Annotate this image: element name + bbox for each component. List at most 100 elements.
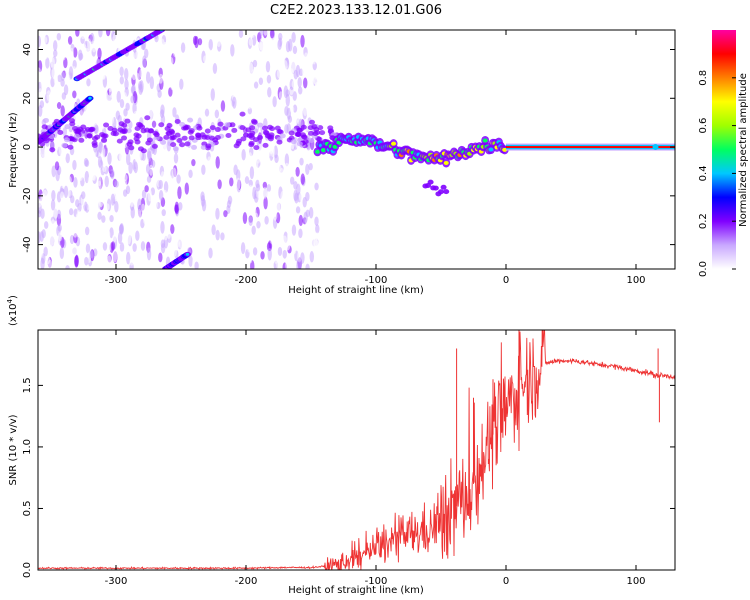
heatmap-cell xyxy=(146,247,152,261)
heatmap-cell xyxy=(53,40,58,51)
heatmap-cell xyxy=(295,38,301,47)
heatmap-cell xyxy=(261,166,267,176)
heatmap-cell xyxy=(312,131,319,137)
heatmap-cell xyxy=(98,141,103,154)
heatmap-cell xyxy=(60,105,65,117)
heatmap-cell xyxy=(50,77,55,88)
heatmap-cell xyxy=(87,175,93,189)
heatmap-cell xyxy=(298,214,304,227)
heatmap-cell xyxy=(289,68,294,77)
heatmap-cell xyxy=(301,86,306,95)
heatmap-cell xyxy=(295,206,301,214)
heatmap-cell xyxy=(210,101,215,109)
heatmap-cell xyxy=(66,251,71,265)
heatmap-cell xyxy=(182,200,187,213)
heatmap-cell xyxy=(50,57,55,69)
heatmap-cell xyxy=(291,32,296,43)
heatmap-cell xyxy=(180,42,186,53)
heatmap-cell xyxy=(252,247,258,256)
heatmap-cell xyxy=(97,156,103,168)
heatmap-cell xyxy=(172,146,179,152)
heatmap-cell xyxy=(289,185,294,196)
heatmap-cell xyxy=(206,48,212,60)
y-tick-label: 40 xyxy=(22,43,33,56)
heatmap-cell xyxy=(305,263,310,269)
heatmap-cell xyxy=(157,89,162,99)
x-tick-label: -300 xyxy=(105,275,128,286)
heatmap-cell xyxy=(160,104,165,116)
heatmap-cell xyxy=(49,244,54,258)
heatmap-cell xyxy=(192,148,197,157)
heatmap-cell xyxy=(502,147,508,152)
heatmap-cell xyxy=(38,171,42,180)
heatmap-cell xyxy=(86,78,91,87)
heatmap-cell xyxy=(80,31,86,40)
heatmap-cell xyxy=(239,111,246,117)
heatmap-cell xyxy=(251,119,258,125)
heatmap-cell xyxy=(178,201,183,211)
heatmap-cell xyxy=(299,49,304,60)
heatmap-cell xyxy=(227,195,233,205)
heatmap-cell xyxy=(216,38,221,48)
heatmap-cell xyxy=(196,125,203,131)
heatmap-cell xyxy=(247,256,253,264)
colorbar-label: Normalized spectral amplitude xyxy=(738,73,749,227)
heatmap-cell xyxy=(147,150,152,162)
heatmap-cell xyxy=(178,160,184,169)
heatmap-cell xyxy=(300,252,305,264)
heatmap-cell xyxy=(260,261,266,269)
heatmap-cell xyxy=(43,52,49,60)
heatmap-cell xyxy=(69,136,76,142)
heatmap-cell xyxy=(266,190,271,201)
heatmap-cell xyxy=(128,145,135,151)
heatmap-cell xyxy=(301,64,307,77)
spectrogram-x-label: Height of straight line (km) xyxy=(288,285,424,296)
heatmap-cell xyxy=(307,36,313,45)
heatmap-cell xyxy=(175,239,180,248)
heatmap-cell xyxy=(298,92,303,103)
heatmap-cell xyxy=(229,122,236,128)
heatmap-cell xyxy=(97,180,102,193)
heatmap-cell xyxy=(263,130,270,136)
heatmap-cell xyxy=(69,259,75,269)
heatmap-cell xyxy=(126,192,131,206)
heatmap-cell xyxy=(311,51,317,65)
heatmap-cell xyxy=(50,157,55,167)
heatmap-cell xyxy=(124,118,131,124)
heatmap-cell xyxy=(141,171,146,183)
heatmap-cell xyxy=(182,125,189,131)
heatmap-cell xyxy=(266,74,272,84)
heatmap-cell xyxy=(308,162,313,171)
heatmap-cell xyxy=(160,221,165,234)
spectrogram-heatmap xyxy=(38,30,675,269)
heatmap-cell xyxy=(314,81,320,92)
heatmap-cell xyxy=(152,231,157,245)
heatmap-cell xyxy=(109,214,114,223)
heatmap-cell xyxy=(40,208,45,219)
heatmap-cell xyxy=(151,143,158,149)
snr-x-label: Height of straight line (km) xyxy=(288,585,424,596)
heatmap-cell xyxy=(253,160,259,173)
heatmap-cell xyxy=(145,71,151,84)
heatmap-cell xyxy=(60,213,66,222)
heatmap-cell xyxy=(277,39,282,51)
heatmap-cell xyxy=(197,95,203,107)
heatmap-cell xyxy=(243,230,249,239)
heatmap-cell xyxy=(132,243,137,252)
colorbar-tick-label: 0.0 xyxy=(698,261,709,277)
heatmap-cell xyxy=(123,108,128,117)
heatmap-cell xyxy=(67,144,74,150)
colorbar: 0.0 0.2 0.4 0.6 0.8 Normalized spectral ampl… xyxy=(698,30,749,277)
heatmap-cell xyxy=(194,36,199,49)
heatmap-cell xyxy=(49,147,56,153)
heatmap-cell xyxy=(81,191,86,200)
heatmap-cell xyxy=(114,180,119,188)
heatmap-cell xyxy=(291,79,297,89)
heatmap-cell xyxy=(253,212,259,222)
heatmap-cell xyxy=(137,52,142,61)
heatmap-cell xyxy=(142,231,147,242)
heatmap-cell xyxy=(92,136,99,142)
heatmap-cell xyxy=(75,30,80,37)
heatmap-cell xyxy=(71,81,76,94)
heatmap-cell xyxy=(135,230,140,241)
